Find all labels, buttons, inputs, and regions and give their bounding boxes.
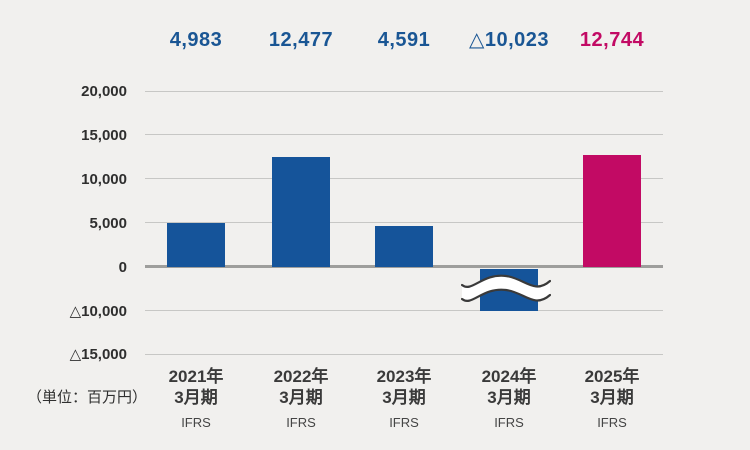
- fiscal-year: 2023年: [376, 367, 432, 386]
- value-label: 4,983: [169, 29, 223, 51]
- fiscal-year: 2022年: [273, 367, 329, 386]
- x-tick-label: 2023年 3月期 IFRS: [339, 366, 469, 430]
- gridline: [145, 90, 663, 92]
- fiscal-period: 3月期: [487, 388, 531, 408]
- accounting-standard: IFRS: [181, 414, 211, 430]
- bar-2023年3月期: [375, 226, 433, 267]
- fiscal-period: 3月期: [279, 388, 323, 408]
- accounting-standard: IFRS: [389, 414, 419, 430]
- zero-axis-line: [145, 265, 663, 269]
- fiscal-period: 3月期: [382, 388, 426, 408]
- y-tick-label: 20,000: [81, 83, 127, 100]
- x-tick-label: 2024年 3月期 IFRS: [444, 366, 574, 430]
- bar-2022年3月期: [272, 157, 330, 267]
- x-tick-label: 2022年 3月期 IFRS: [236, 366, 366, 430]
- y-tick-label: 15,000: [81, 126, 127, 144]
- fiscal-year: 2021年: [168, 367, 224, 386]
- gridline: [145, 134, 663, 136]
- gridline: [145, 222, 663, 224]
- x-tick-label: 2025年 3月期 IFRS: [547, 366, 677, 430]
- fiscal-period: 3月期: [590, 388, 634, 408]
- value-label: 4,591: [377, 29, 431, 51]
- y-tick-label: △10,000: [69, 302, 127, 320]
- accounting-standard: IFRS: [286, 414, 316, 430]
- y-tick-label: 5,000: [89, 214, 127, 232]
- x-tick-label: 2021年 3月期 IFRS: [131, 366, 261, 430]
- fiscal-year: 2025年: [584, 367, 640, 386]
- unit-label: （単位：百万円）: [27, 389, 148, 406]
- y-tick-label: 0: [118, 258, 127, 276]
- gridline: [145, 353, 663, 355]
- value-label: △10,023: [468, 29, 550, 51]
- fiscal-period: 3月期: [174, 388, 218, 408]
- y-tick-label: 10,000: [81, 170, 127, 188]
- fiscal-year: 2024年: [481, 367, 537, 386]
- gridline: [145, 310, 663, 311]
- value-label: 12,744: [579, 29, 645, 51]
- y-tick-label: △15,000: [69, 346, 127, 364]
- accounting-standard: IFRS: [494, 414, 524, 430]
- bar-2025年3月期: [583, 154, 641, 267]
- axis-break-icon: [461, 274, 551, 302]
- value-label: 12,477: [268, 29, 334, 51]
- bar-2021年3月期: [167, 222, 225, 267]
- gridline: [145, 178, 663, 180]
- accounting-standard: IFRS: [597, 414, 627, 430]
